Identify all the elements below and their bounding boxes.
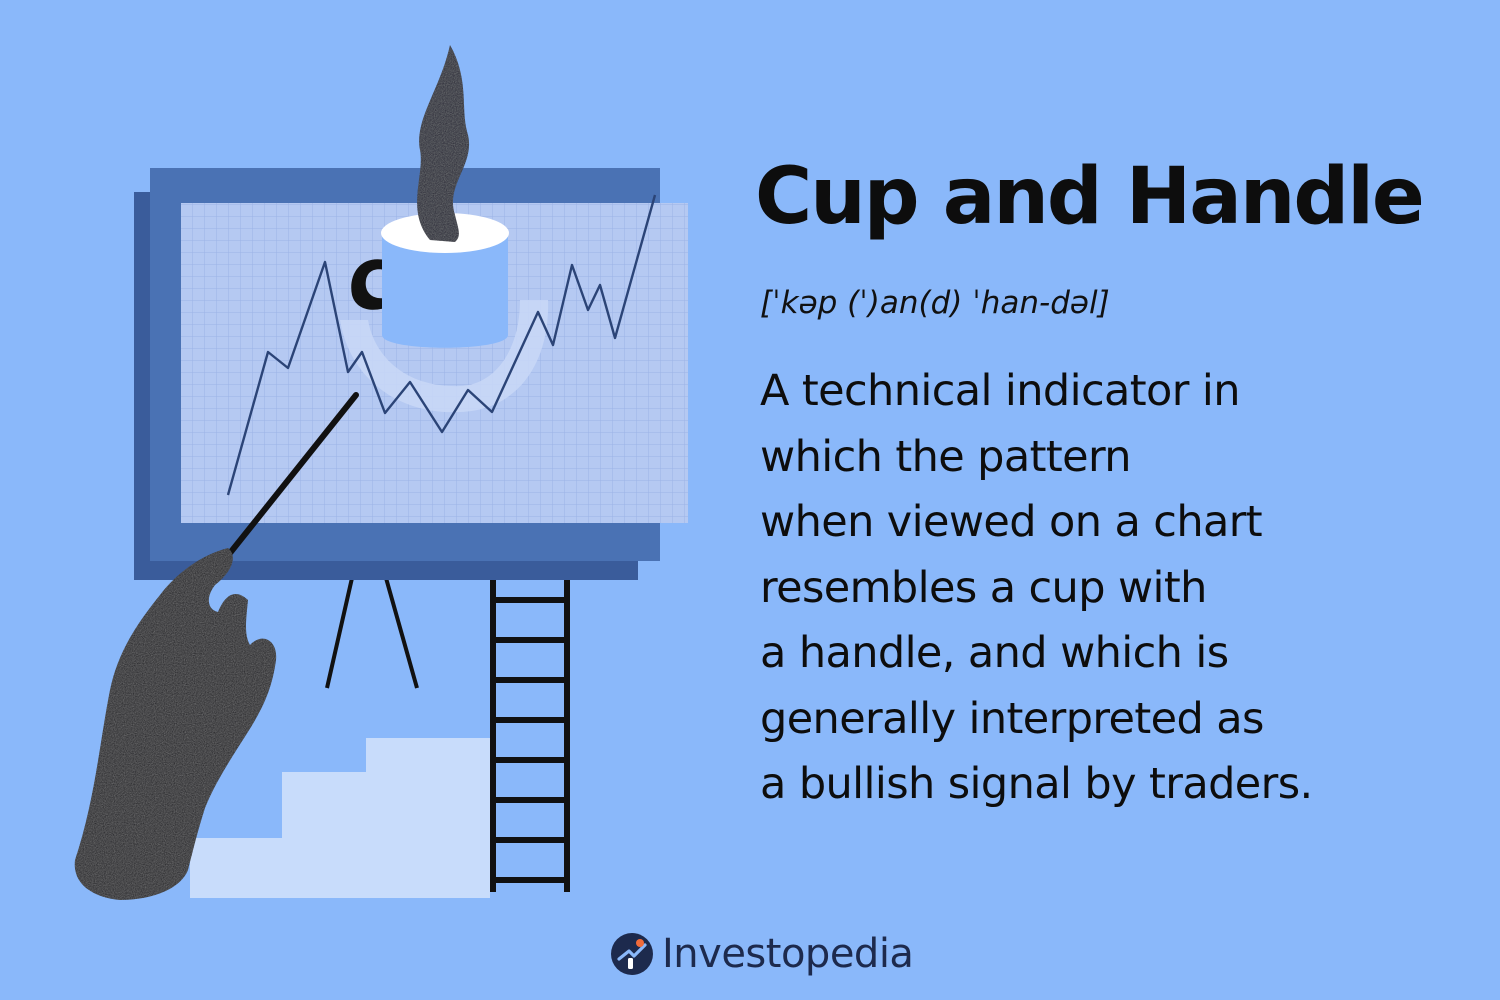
brand-footer: Investopedia xyxy=(610,931,914,977)
investopedia-logo-icon xyxy=(611,933,653,975)
definition-text: A technical indicator in which the patte… xyxy=(760,362,1313,821)
pointer-stick xyxy=(227,392,359,556)
board-letter-fragment xyxy=(351,259,385,310)
cup-arc-highlight xyxy=(340,300,549,413)
steam-icon xyxy=(417,45,470,242)
definition-line: A technical indicator in xyxy=(760,366,1240,416)
price-line xyxy=(226,194,657,496)
pronunciation: [ˈkəp (ˈ)an(d) ˈhan-dəl] xyxy=(760,285,1110,321)
definition-line: which the pattern xyxy=(760,431,1132,482)
stairs xyxy=(190,738,490,898)
page-title: Cup and Handle xyxy=(755,152,1425,242)
ladder xyxy=(490,568,570,892)
definition-line: resembles a cup with xyxy=(760,562,1207,613)
easel-legs xyxy=(325,577,419,689)
cup-and-handle-illustration xyxy=(74,45,688,900)
definition-line: generally interpreted as xyxy=(760,693,1264,744)
definition-line: when viewed on a chart xyxy=(760,497,1263,547)
definition-line: a handle, and which is xyxy=(760,628,1229,678)
hand-icon xyxy=(74,548,277,900)
definition-line: a bullish signal by traders. xyxy=(760,759,1313,809)
brand-name: Investopedia xyxy=(662,931,914,977)
